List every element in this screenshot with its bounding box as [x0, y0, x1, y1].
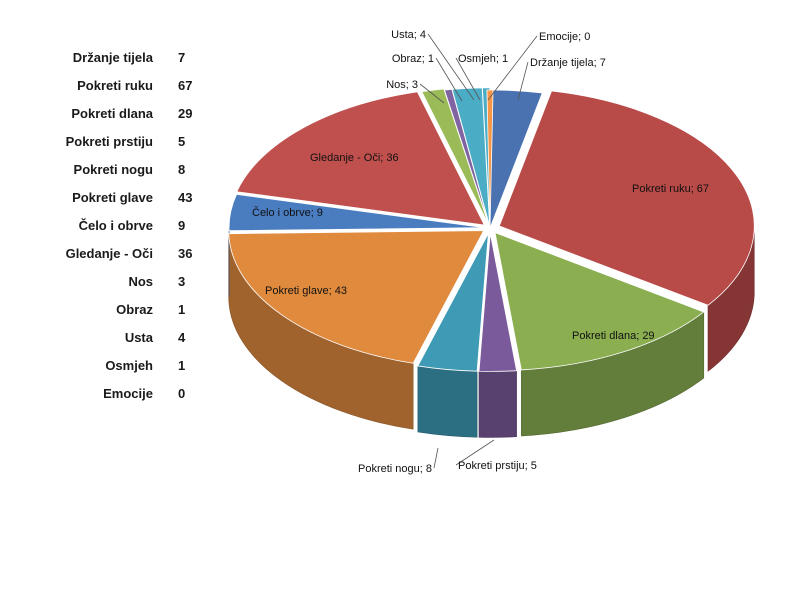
data-label: Osmjeh; 1 — [458, 53, 508, 65]
pie-slice-pokreti-prstiju — [478, 233, 518, 372]
table-row-label: Pokreti glave — [72, 190, 153, 205]
table-row-value: 43 — [178, 190, 192, 205]
pie-slice-gledanje-o-i — [236, 91, 485, 226]
table-row-label: Osmjeh — [105, 358, 153, 373]
pie-slice-pokreti-ruku — [498, 90, 755, 306]
data-label: Nos; 3 — [386, 79, 418, 91]
pie-slice--elo-i-obrve — [228, 193, 485, 232]
data-label: Gledanje - Oči; 36 — [310, 152, 399, 164]
value-table: Držanje tijela 7 Pokreti ruku 67 Pokreti dla… — [66, 50, 193, 401]
pie-slice-pokreti-glave — [228, 230, 485, 364]
data-label: Pokreti nogu; 8 — [358, 463, 432, 475]
label-leader-line — [487, 35, 538, 101]
table-row-label: Pokreti ruku — [77, 78, 153, 93]
table-row-label: Pokreti prstiju — [66, 134, 153, 149]
table-row-value: 5 — [178, 134, 185, 149]
table-row-value: 9 — [178, 218, 185, 233]
data-labels: Držanje tijela; 7 Pokreti ruku; 67 Pokreti… — [252, 29, 709, 475]
label-leader-line — [435, 57, 463, 102]
pie-slice-nos — [421, 88, 490, 226]
pie-slice-pokreti-nogu — [417, 233, 489, 372]
data-label: Čelo i obrve; 9 — [252, 206, 323, 219]
label-leader-line — [427, 33, 475, 101]
data-label: Pokreti ruku; 67 — [632, 183, 709, 195]
data-label: Obraz; 1 — [392, 53, 434, 65]
table-row-label: Usta — [125, 330, 154, 345]
table-row-label: Emocije — [103, 386, 153, 401]
pie-slice-side — [478, 370, 517, 438]
label-leader-line — [419, 83, 445, 104]
table-row-value: 36 — [178, 246, 192, 261]
table-row-label: Držanje tijela — [73, 50, 154, 65]
pie-slice-emocije — [486, 89, 494, 229]
data-label: Usta; 4 — [391, 29, 426, 41]
data-label: Držanje tijela; 7 — [530, 57, 606, 69]
label-leaders — [419, 33, 538, 469]
table-row-value: 7 — [178, 50, 185, 65]
pie-slice-pokreti-dlana — [494, 232, 705, 371]
table-row-label: Pokreti dlana — [71, 106, 153, 121]
data-label: Pokreti glave; 43 — [265, 285, 347, 297]
data-label: Emocije; 0 — [539, 31, 590, 43]
table-row-value: 1 — [178, 302, 185, 317]
label-leader-line — [455, 439, 495, 466]
table-row-value: 8 — [178, 162, 185, 177]
table-row-value: 67 — [178, 78, 192, 93]
table-row-value: 0 — [178, 386, 185, 401]
label-leader-line — [433, 447, 439, 469]
table-row-value: 1 — [178, 358, 185, 373]
data-label: Pokreti prstiju; 5 — [458, 460, 537, 472]
table-row-label: Gledanje - Oči — [66, 246, 153, 261]
pie-sides — [228, 227, 755, 438]
table-row-label: Pokreti nogu — [74, 162, 154, 177]
table-row-label: Čelo i obrve — [79, 218, 153, 233]
table-row-value: 29 — [178, 106, 192, 121]
pie-slice-side — [417, 365, 478, 438]
table-row-label: Obraz — [116, 302, 153, 317]
data-label: Pokreti dlana; 29 — [572, 330, 655, 342]
table-row-label: Nos — [128, 274, 153, 289]
label-leader-line — [455, 57, 481, 101]
table-row-value: 3 — [178, 274, 185, 289]
pie-slices — [228, 87, 755, 372]
label-leader-line — [517, 61, 529, 101]
table-row-value: 4 — [178, 330, 186, 345]
